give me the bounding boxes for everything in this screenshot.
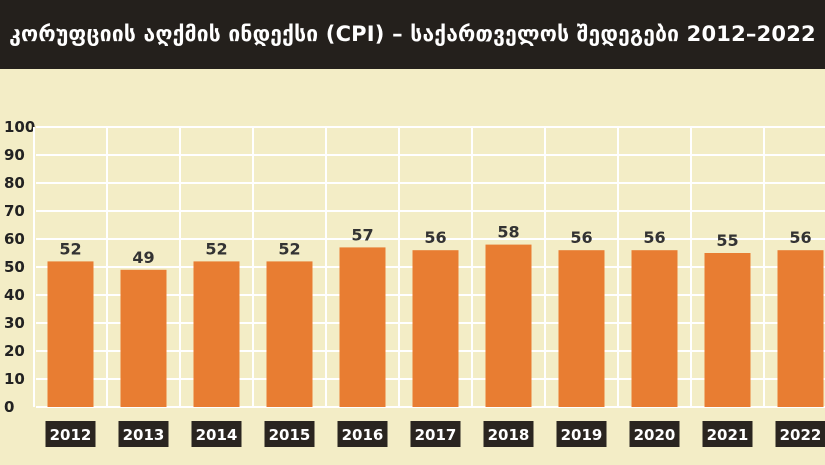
category-label: 2017 — [415, 426, 457, 444]
category-label: 2018 — [488, 426, 530, 444]
bar — [47, 261, 94, 407]
value-label: 52 — [205, 239, 227, 258]
bar — [558, 250, 605, 407]
category-box — [118, 421, 169, 447]
y-tick-label: 70 — [4, 202, 25, 220]
category-box — [702, 421, 753, 447]
category-box — [45, 421, 96, 447]
value-label: 56 — [570, 228, 592, 247]
category-box — [483, 421, 534, 447]
y-tick-label: 80 — [4, 174, 25, 192]
category-box — [556, 421, 607, 447]
bar — [266, 261, 313, 407]
category-label: 2012 — [50, 426, 92, 444]
bar — [412, 250, 459, 407]
category-label: 2019 — [561, 426, 603, 444]
chart-title: კორუფციის აღქმის ინდექსი (CPI) – საქართვ… — [9, 22, 816, 46]
value-label: 55 — [716, 231, 738, 250]
category-label: 2015 — [269, 426, 311, 444]
title-bar: კორუფციის აღქმის ინდექსი (CPI) – საქართვ… — [0, 0, 825, 69]
value-label: 56 — [643, 228, 665, 247]
category-box — [410, 421, 461, 447]
category-label: 2013 — [123, 426, 165, 444]
category-label: 2021 — [707, 426, 749, 444]
y-tick-label: 20 — [4, 342, 25, 360]
category-box — [191, 421, 242, 447]
value-label: 52 — [278, 239, 300, 258]
category-box — [629, 421, 680, 447]
category-box — [337, 421, 388, 447]
category-label: 2016 — [342, 426, 384, 444]
y-tick-label: 60 — [4, 230, 25, 248]
bar — [777, 250, 824, 407]
bar — [339, 247, 386, 407]
y-tick-label: 10 — [4, 370, 25, 388]
value-label: 56 — [789, 228, 811, 247]
value-label: 56 — [424, 228, 446, 247]
category-label: 2014 — [196, 426, 238, 444]
bar — [485, 244, 532, 407]
category-label: 2022 — [780, 426, 822, 444]
y-tick-label: 90 — [4, 146, 25, 164]
bar — [120, 269, 167, 407]
value-label: 57 — [351, 225, 373, 244]
value-label: 58 — [497, 223, 519, 242]
y-tick-label: 50 — [4, 258, 25, 276]
bar — [193, 261, 240, 407]
category-label: 2020 — [634, 426, 676, 444]
value-label: 49 — [132, 248, 154, 267]
bar — [631, 250, 678, 407]
bar — [704, 253, 751, 407]
y-tick-label: 40 — [4, 286, 25, 304]
y-tick-label: 30 — [4, 314, 25, 332]
category-box — [775, 421, 825, 447]
y-tick-label: 100 — [4, 118, 35, 136]
category-box — [264, 421, 315, 447]
value-label: 52 — [59, 239, 81, 258]
y-tick-label: 0 — [4, 398, 14, 416]
